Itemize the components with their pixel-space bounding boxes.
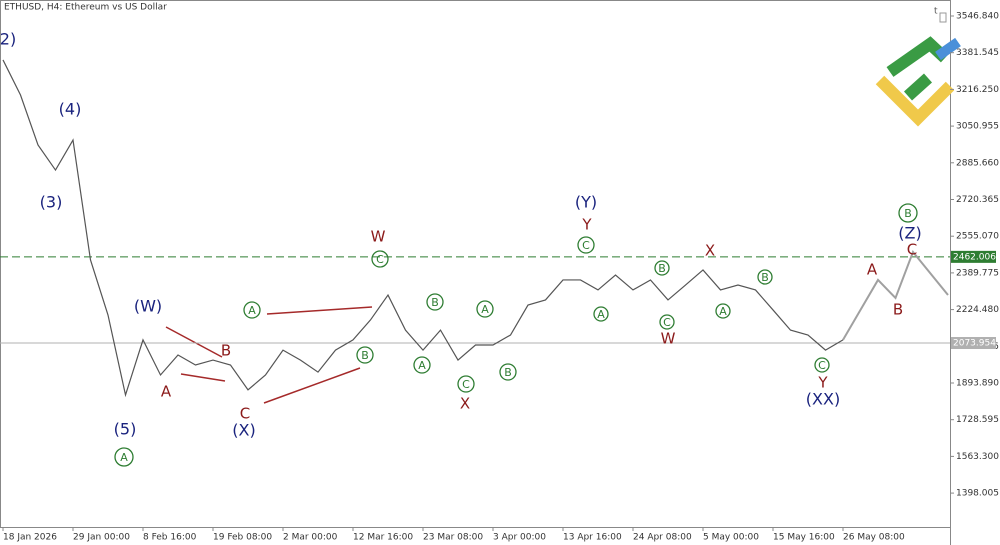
y-tick-label: 2555.070 xyxy=(956,232,999,242)
wave-circle xyxy=(654,260,670,276)
x-tick-label: 23 Mar 08:00 xyxy=(423,533,483,543)
wave-label: B xyxy=(893,301,903,319)
wave-circle xyxy=(577,236,595,254)
x-tick-label: 29 Jan 00:00 xyxy=(73,533,130,543)
wave-label: B xyxy=(904,207,912,220)
wave-label: A xyxy=(481,303,489,316)
y-tick-label: 1728.595 xyxy=(956,415,999,425)
wave-label: B xyxy=(504,366,512,379)
wave-label: A xyxy=(248,304,256,317)
wave-circle xyxy=(476,300,494,318)
y-tick-label: 2885.660 xyxy=(956,158,999,168)
tool-icon[interactable]: t xyxy=(934,7,938,17)
wave-label: B xyxy=(221,342,231,360)
wave-label: B xyxy=(361,349,369,362)
wave-circle xyxy=(457,375,475,393)
wave-label: (Z) xyxy=(898,224,921,243)
wave-circle xyxy=(814,357,830,373)
wave-label: A xyxy=(719,305,727,318)
y-tick-label: 2389.775 xyxy=(956,268,999,278)
x-tick-label: 26 May 08:00 xyxy=(843,533,905,543)
y-tick-label: 1398.005 xyxy=(956,489,999,499)
wave-label: (Y) xyxy=(575,193,597,212)
wave-label: A xyxy=(161,383,172,401)
wave-label: A xyxy=(418,359,426,372)
price-label: 2073.954 xyxy=(953,339,996,349)
x-tick-label: 3 Apr 00:00 xyxy=(493,533,546,543)
wave-label: C xyxy=(462,378,470,391)
wave-circle xyxy=(715,303,731,319)
x-tick-label: 13 Apr 16:00 xyxy=(563,533,622,543)
wave-circle xyxy=(356,346,374,364)
y-tick-label: 3216.250 xyxy=(956,85,999,95)
trend-lines xyxy=(165,306,373,404)
wave-label: (XX) xyxy=(806,390,840,409)
wave-label: (4) xyxy=(59,100,82,119)
x-tick-label: 2 Mar 00:00 xyxy=(283,533,338,543)
wave-circle xyxy=(659,314,675,330)
wave-circle xyxy=(243,301,261,319)
wave-label: C xyxy=(240,405,250,423)
wave-circle xyxy=(371,250,389,268)
wave-circle xyxy=(593,306,609,322)
logo xyxy=(875,36,961,127)
price-label-box xyxy=(951,250,996,263)
x-tick-label: 24 Apr 08:00 xyxy=(633,533,692,543)
wave-label: C xyxy=(907,241,917,259)
wave-label: C xyxy=(663,316,671,329)
wave-label: C xyxy=(376,253,384,266)
wave-circle xyxy=(757,269,773,285)
wave-label: C xyxy=(582,239,590,252)
x-tick-label: 5 May 00:00 xyxy=(703,533,759,543)
x-tick-label: 18 Jan 2026 xyxy=(3,533,57,543)
y-tick-label: 3381.545 xyxy=(956,48,999,58)
wave-label: (X) xyxy=(232,421,255,440)
price-label: 2462.006 xyxy=(953,252,996,262)
wave-circle xyxy=(114,447,134,467)
x-tick-label: 12 Mar 16:00 xyxy=(353,533,413,543)
wave-label: Y xyxy=(817,374,828,392)
y-tick-label: 1893.890 xyxy=(956,378,999,388)
wave-label: C xyxy=(818,359,826,372)
wave-label: W xyxy=(371,228,386,246)
price-line-series xyxy=(2,59,844,398)
plot-frame xyxy=(0,0,951,528)
wave-circle xyxy=(426,293,444,311)
wave-label: X xyxy=(705,242,715,260)
wave-label: W xyxy=(661,330,676,348)
wave-label: B xyxy=(658,262,666,275)
wave-label: A xyxy=(867,261,878,279)
wave-label: (5) xyxy=(114,420,137,439)
price-line-series xyxy=(842,250,949,341)
y-tick-label: 2720.365 xyxy=(956,195,999,205)
y-tick-label: 1563.300 xyxy=(956,452,999,462)
wave-label: B xyxy=(761,271,769,284)
x-tick-label: 15 May 16:00 xyxy=(773,533,835,543)
price-label-box xyxy=(951,337,996,350)
wave-label: Y xyxy=(581,216,592,234)
wave-label: A xyxy=(597,308,605,321)
x-tick-label: 19 Feb 08:00 xyxy=(213,533,272,543)
wave-label: (W) xyxy=(134,297,162,316)
y-tick-label: 3050.955 xyxy=(956,122,999,132)
chart-title: ETHUSD, H4: Ethereum vs US Dollar xyxy=(4,3,167,13)
tool-icon[interactable] xyxy=(939,12,947,23)
wave-circle xyxy=(898,203,918,223)
y-tick-label: 2224.480 xyxy=(956,305,999,315)
wave-label: (3) xyxy=(40,193,63,212)
y-tick-label: 3546.840 xyxy=(956,11,999,21)
wave-label: X xyxy=(460,395,470,413)
wave-label: B xyxy=(431,296,439,309)
wave-circle xyxy=(413,356,431,374)
wave-circle xyxy=(499,363,517,381)
x-tick-label: 8 Feb 16:00 xyxy=(143,533,197,543)
wave-label: 2) xyxy=(0,30,16,49)
wave-label: A xyxy=(120,451,128,464)
